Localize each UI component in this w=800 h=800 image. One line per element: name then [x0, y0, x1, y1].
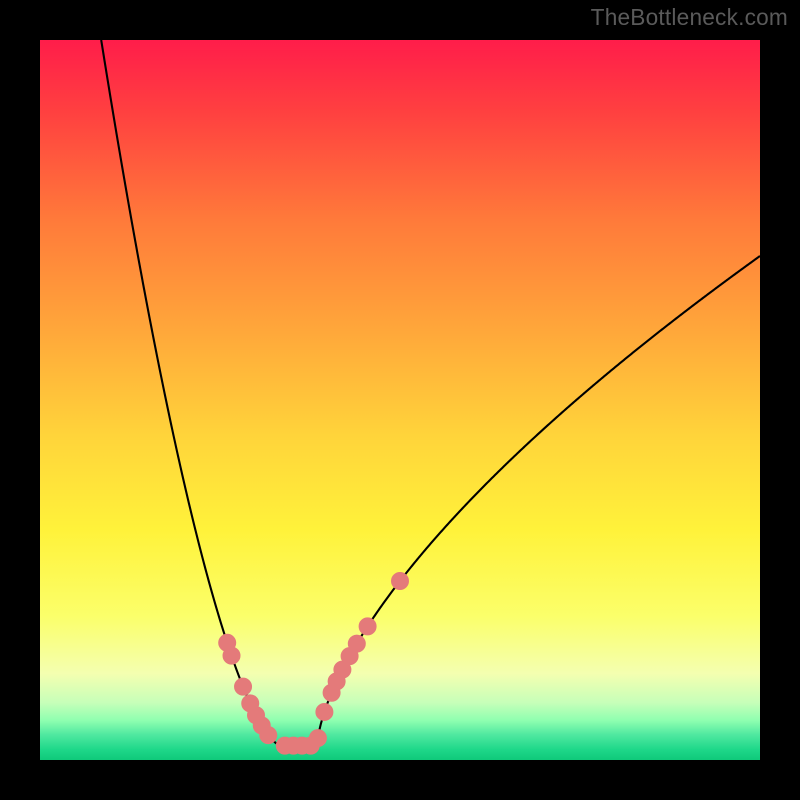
data-marker: [348, 635, 365, 652]
data-marker: [316, 703, 333, 720]
data-marker: [392, 572, 409, 589]
data-marker: [309, 730, 326, 747]
data-marker: [223, 647, 240, 664]
data-marker: [235, 678, 252, 695]
plot-background: [40, 40, 760, 760]
data-marker: [359, 618, 376, 635]
chart-root: TheBottleneck.com: [0, 0, 800, 800]
bottleneck-chart: [0, 0, 800, 800]
data-marker: [260, 727, 277, 744]
watermark-text: TheBottleneck.com: [591, 4, 788, 31]
